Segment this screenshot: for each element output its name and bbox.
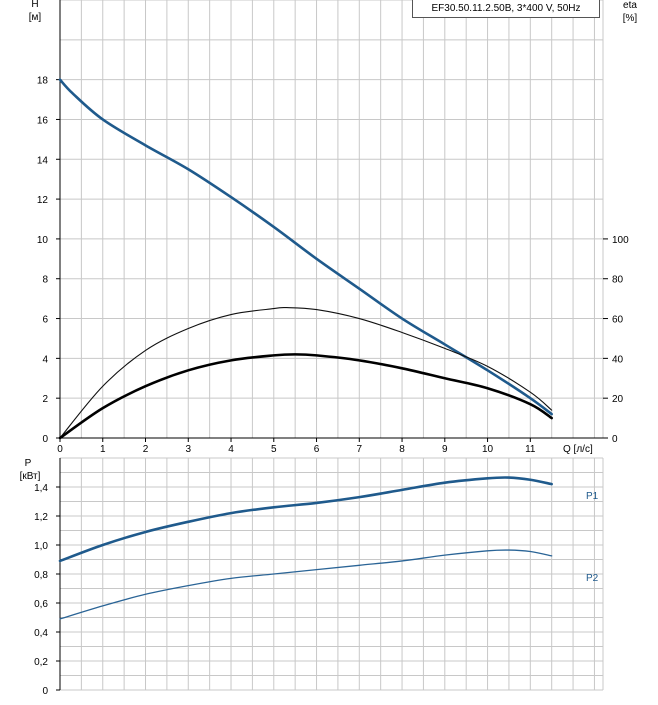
bottom-y-tick-label: 1,2 [34,512,48,523]
bottom-y-tick-label: 1,4 [34,483,48,494]
top-y-tick-label: 4 [42,354,48,365]
top-y2-tick-label: 80 [612,275,624,286]
bottom-y-axis-title: P [25,458,32,469]
p2-curve [59,549,553,620]
top-y-axis-title: H [31,0,38,10]
bottom-y-tick-label: 0 [42,686,48,697]
bottom-y-tick-label: 0,8 [34,570,48,581]
bottom-y-tick-label: 0,6 [34,599,48,610]
top-x-tick-label: 5 [271,444,277,455]
top-x-tick-label: 1 [100,444,106,455]
top-y-tick-label: 16 [37,115,49,126]
bottom-y-tick-label: 1,0 [34,541,48,552]
top-y2-tick-label: 20 [612,394,624,405]
p1-curve [58,476,553,563]
bottom-y-tick-label: 0,2 [34,657,48,668]
p1-label: P1 [586,491,599,502]
top-x-tick-label: 2 [143,444,149,455]
efficiency-curve-thick [58,353,553,440]
top-y-tick-label: 6 [42,315,48,326]
top-x-tick-label: 10 [482,444,494,455]
top-y-tick-label: 18 [37,76,49,87]
x-axis-title: Q [л/с] [563,444,593,455]
efficiency-curve-thin [59,306,553,439]
top-y2-tick-label: 0 [612,434,618,445]
top-y2-tick-label: 40 [612,354,624,365]
top-y-tick-label: 12 [37,195,49,206]
head-curve [58,78,553,416]
legend-title: EF30.50.11.2.50B, 3*400 V, 50Hz [412,0,600,18]
top-y-axis-unit: [м] [29,12,42,23]
top-x-tick-label: 0 [57,444,63,455]
top-x-tick-label: 3 [185,444,191,455]
top-y-tick-label: 10 [37,235,49,246]
top-y-tick-label: 2 [42,394,48,405]
top-x-tick-label: 9 [442,444,448,455]
top-x-tick-label: 7 [357,444,363,455]
p2-label: P2 [586,573,599,584]
top-y-tick-label: 14 [37,155,49,166]
bottom-y-axis-unit: [кВт] [20,471,41,482]
top-x-tick-label: 11 [525,444,536,455]
top-y-tick-label: 8 [42,275,48,286]
top-y2-tick-label: 100 [612,235,629,246]
top-y-tick-label: 0 [42,434,48,445]
top-x-tick-label: 8 [399,444,405,455]
top-y2-tick-label: 60 [612,315,624,326]
top-y2-axis-title: eta [623,0,637,11]
top-y2-axis-unit: [%] [623,13,638,24]
top-x-tick-label: 4 [228,444,234,455]
bottom-y-tick-label: 0,4 [34,628,48,639]
top-x-tick-label: 6 [314,444,320,455]
